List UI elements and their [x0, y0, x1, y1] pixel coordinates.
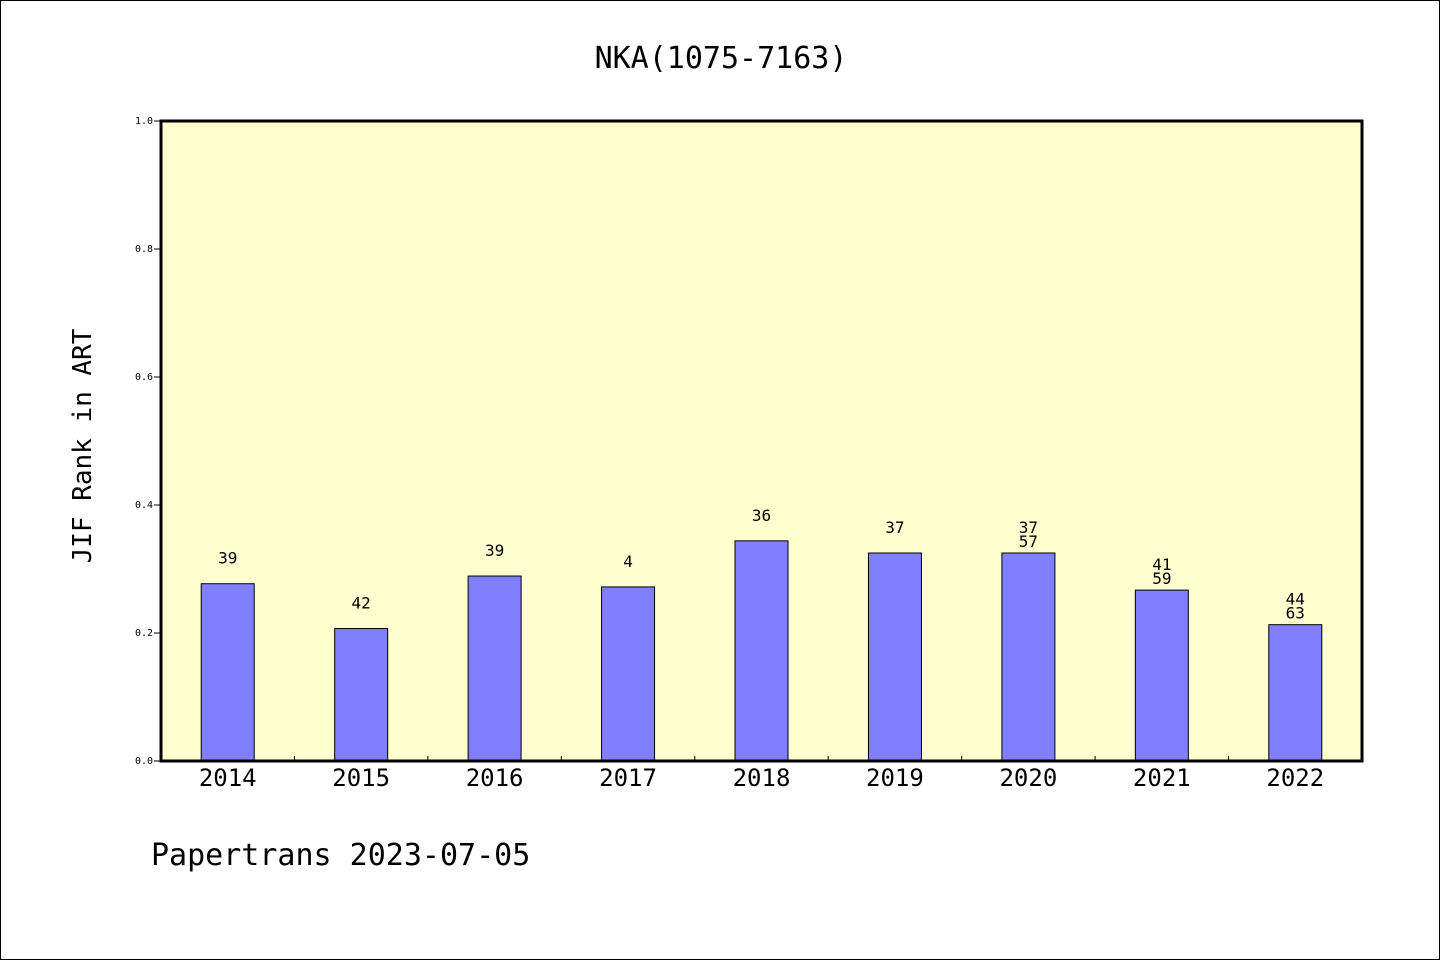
bar: [334, 628, 389, 762]
x-tick-label: 2017: [599, 764, 657, 792]
y-tick-label: 0.4: [135, 500, 153, 511]
data-label: 57: [1019, 532, 1038, 551]
bar: [1134, 589, 1189, 762]
bar: [1268, 624, 1323, 762]
bar: [734, 540, 789, 762]
bar: [867, 552, 922, 762]
x-tick-label: 2020: [999, 764, 1057, 792]
data-label: 4: [623, 552, 633, 571]
y-tick-label: 0.8: [135, 244, 153, 255]
x-tick-label: 2019: [866, 764, 924, 792]
y-axis-label: JIF Rank in ART: [68, 328, 98, 563]
bar: [601, 586, 656, 762]
data-label: 59: [1152, 569, 1171, 588]
y-tick-label: 0.6: [135, 372, 153, 383]
data-label: 39: [485, 541, 504, 560]
plot-border: [159, 119, 1364, 763]
data-label: 39: [218, 549, 237, 568]
bar: [200, 583, 255, 762]
chart-title: NKA(1075-7163): [595, 41, 848, 76]
x-tick-label: 2021: [1133, 764, 1191, 792]
x-tick-label: 2022: [1266, 764, 1324, 792]
x-tick-label: 2018: [733, 764, 791, 792]
data-label: 37: [1019, 518, 1038, 537]
data-label: 44: [1286, 590, 1305, 609]
x-tick-label: 2015: [332, 764, 390, 792]
x-tick-label: 2016: [466, 764, 524, 792]
y-tick-label: 0.2: [135, 628, 153, 639]
footer-credit: Papertrans 2023-07-05: [151, 838, 530, 873]
plot-area: 0.0 0.2 0.4 0.6 0.8 1.0 2014 39 2015 42 2016 39 2017…: [135, 116, 1364, 792]
y-tick-label: 0.0: [135, 756, 153, 767]
data-label: 36: [752, 506, 771, 525]
bar: [467, 575, 522, 762]
data-label: 63: [1286, 604, 1305, 623]
data-label: 41: [1152, 555, 1171, 574]
y-tick-label: 1.0: [135, 116, 153, 127]
bar: [1001, 552, 1056, 762]
x-tick-label: 2014: [199, 764, 257, 792]
data-label: 37: [885, 518, 904, 537]
data-label: 42: [352, 594, 371, 613]
